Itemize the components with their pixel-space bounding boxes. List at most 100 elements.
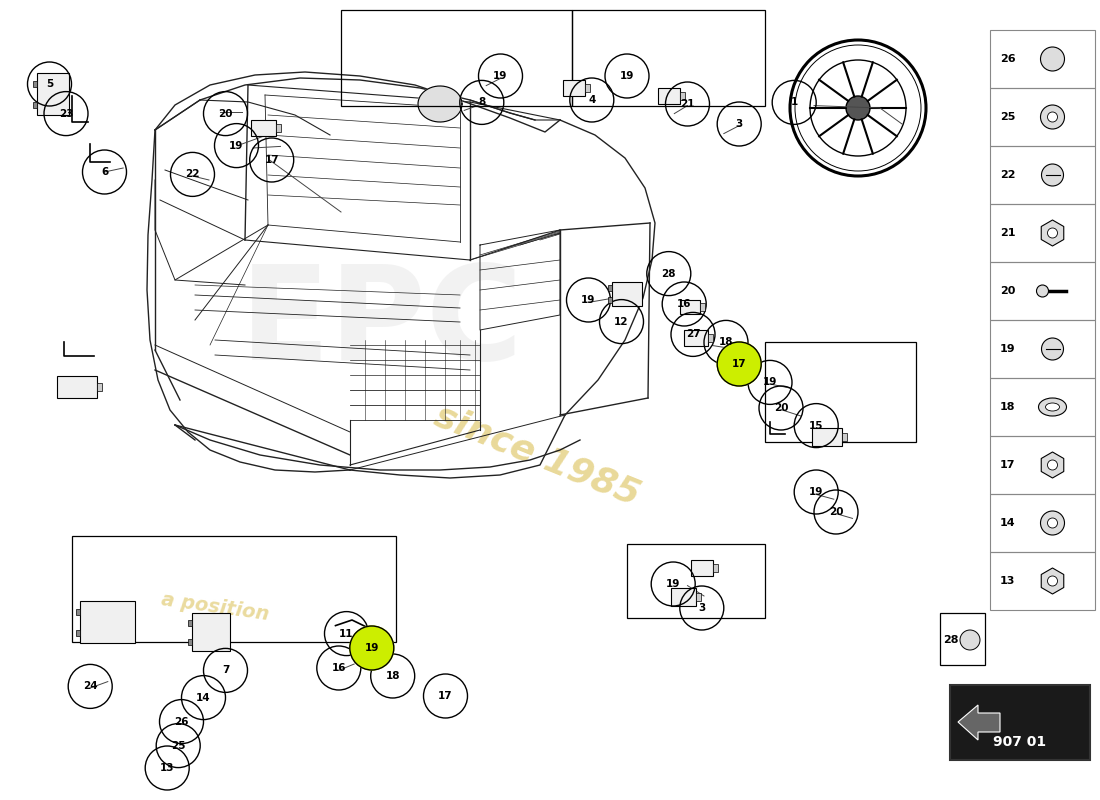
Text: 16: 16 (676, 299, 692, 309)
Bar (708, 334, 713, 342)
Text: 19: 19 (229, 141, 244, 150)
Text: 20: 20 (828, 507, 844, 517)
Bar (612, 282, 642, 306)
Text: 17: 17 (264, 155, 279, 165)
Bar (990, 552, 1094, 610)
Text: 1: 1 (791, 98, 798, 107)
Text: 27: 27 (685, 330, 701, 339)
Bar (341, 10, 572, 106)
Text: 19: 19 (1000, 344, 1015, 354)
Text: 21: 21 (680, 99, 695, 109)
Bar (251, 120, 276, 136)
Bar (990, 494, 1094, 552)
Bar (36, 74, 69, 115)
Bar (97, 383, 102, 391)
Circle shape (717, 342, 761, 386)
Bar (658, 88, 680, 104)
Bar (940, 613, 984, 665)
Bar (188, 638, 192, 645)
Bar (608, 298, 612, 303)
Circle shape (1041, 47, 1065, 71)
Bar (627, 544, 764, 618)
Text: 3: 3 (736, 119, 743, 129)
Circle shape (1036, 285, 1048, 297)
Bar (57, 376, 97, 398)
Bar (572, 10, 764, 106)
Polygon shape (1042, 452, 1064, 478)
Bar (585, 84, 591, 92)
Text: 15: 15 (808, 421, 824, 430)
Bar (188, 619, 192, 626)
Bar (990, 146, 1094, 204)
Bar (764, 342, 916, 442)
Text: 18: 18 (1000, 402, 1015, 412)
Bar (691, 560, 713, 576)
Text: 19: 19 (762, 378, 778, 387)
Text: 28: 28 (943, 635, 958, 645)
Circle shape (1047, 112, 1057, 122)
Text: 25: 25 (1000, 112, 1015, 122)
Text: 12: 12 (614, 317, 629, 326)
Polygon shape (418, 86, 462, 122)
Circle shape (1047, 576, 1057, 586)
Ellipse shape (1045, 403, 1059, 411)
Text: 19: 19 (581, 295, 596, 305)
Circle shape (1047, 228, 1057, 238)
Text: 22: 22 (1000, 170, 1015, 180)
Text: 19: 19 (619, 71, 635, 81)
Bar (990, 30, 1094, 88)
Text: 3: 3 (698, 603, 705, 613)
Text: 17: 17 (438, 691, 453, 701)
Polygon shape (1042, 220, 1064, 246)
Circle shape (1042, 164, 1064, 186)
Bar (276, 124, 280, 132)
Bar (80, 602, 135, 643)
Text: 19: 19 (493, 71, 508, 81)
Bar (33, 102, 36, 108)
Bar (990, 88, 1094, 146)
Text: 20: 20 (218, 109, 233, 118)
Text: EPC: EPC (240, 260, 524, 387)
Bar (990, 378, 1094, 436)
Text: 18: 18 (385, 671, 400, 681)
Polygon shape (958, 705, 1000, 740)
Text: 4: 4 (588, 95, 595, 105)
Text: 23: 23 (58, 109, 74, 118)
Bar (684, 330, 708, 346)
Circle shape (846, 96, 870, 120)
Text: 18: 18 (718, 338, 734, 347)
Bar (700, 302, 705, 310)
Bar (990, 204, 1094, 262)
Text: 16: 16 (331, 663, 346, 673)
Circle shape (350, 626, 394, 670)
Bar (563, 80, 585, 96)
Text: 26: 26 (1000, 54, 1015, 64)
Text: 26: 26 (174, 717, 189, 726)
Polygon shape (1042, 568, 1064, 594)
Bar (990, 436, 1094, 494)
Text: 19: 19 (364, 643, 380, 653)
Ellipse shape (1038, 398, 1067, 416)
Bar (842, 434, 847, 442)
Text: 19: 19 (808, 487, 824, 497)
Text: 8: 8 (478, 98, 485, 107)
Text: 19: 19 (666, 579, 681, 589)
Text: 13: 13 (1000, 576, 1015, 586)
Bar (33, 81, 36, 87)
Text: 6: 6 (101, 167, 108, 177)
Circle shape (1041, 511, 1065, 535)
Text: 25: 25 (170, 741, 186, 750)
Bar (990, 320, 1094, 378)
Text: 17: 17 (732, 359, 747, 369)
Bar (608, 286, 612, 291)
Circle shape (960, 630, 980, 650)
Text: 5: 5 (46, 79, 53, 89)
Bar (680, 92, 685, 100)
Bar (76, 609, 80, 615)
Bar (76, 630, 80, 636)
Text: 21: 21 (1000, 228, 1015, 238)
Bar (72, 536, 396, 642)
Circle shape (1041, 105, 1065, 129)
Text: 14: 14 (196, 693, 211, 702)
Circle shape (1047, 460, 1057, 470)
